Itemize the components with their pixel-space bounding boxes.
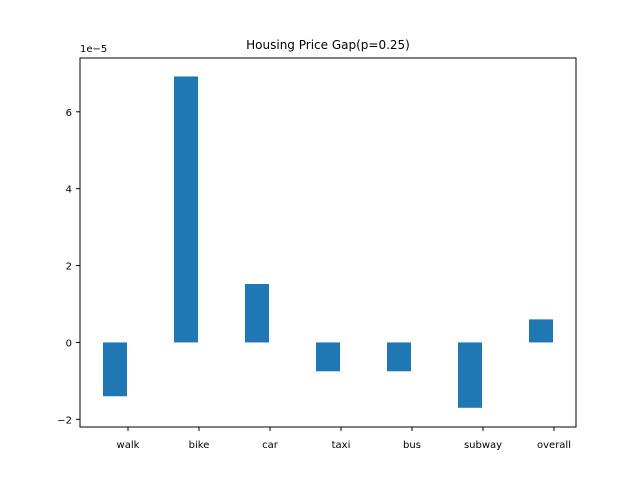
- bar-walk: [103, 342, 127, 397]
- y-tick-label: 0: [66, 338, 72, 349]
- bar-bus: [387, 342, 411, 372]
- x-tick-label-subway: subway: [464, 440, 502, 451]
- plot-frame: [79, 57, 577, 428]
- y-tick-label: −2: [57, 415, 72, 426]
- x-tick-label-car: car: [262, 440, 279, 451]
- bar-car: [245, 284, 269, 343]
- y-offset-label: 1e−5: [80, 44, 107, 55]
- chart-title: Housing Price Gap(p=0.25): [246, 38, 410, 52]
- x-tick-label-walk: walk: [117, 440, 140, 451]
- x-tick-label-taxi: taxi: [332, 440, 351, 451]
- y-tick-label: 4: [66, 185, 72, 196]
- bar-bike: [174, 76, 198, 343]
- bar-overall: [529, 319, 553, 343]
- x-tick-label-bus: bus: [403, 440, 421, 451]
- y-tick-label: 2: [66, 262, 72, 273]
- bar-taxi: [316, 342, 340, 372]
- y-axis-ticks: −2 0 2 4 6: [57, 108, 80, 426]
- x-tick-label-bike: bike: [189, 440, 210, 451]
- bar-subway: [458, 342, 482, 408]
- y-tick-label: 6: [66, 108, 72, 119]
- x-tick-label-overall: overall: [537, 440, 571, 451]
- x-axis-ticks: walk bike car taxi bus subway overall: [117, 427, 571, 451]
- bars-group: [103, 76, 553, 408]
